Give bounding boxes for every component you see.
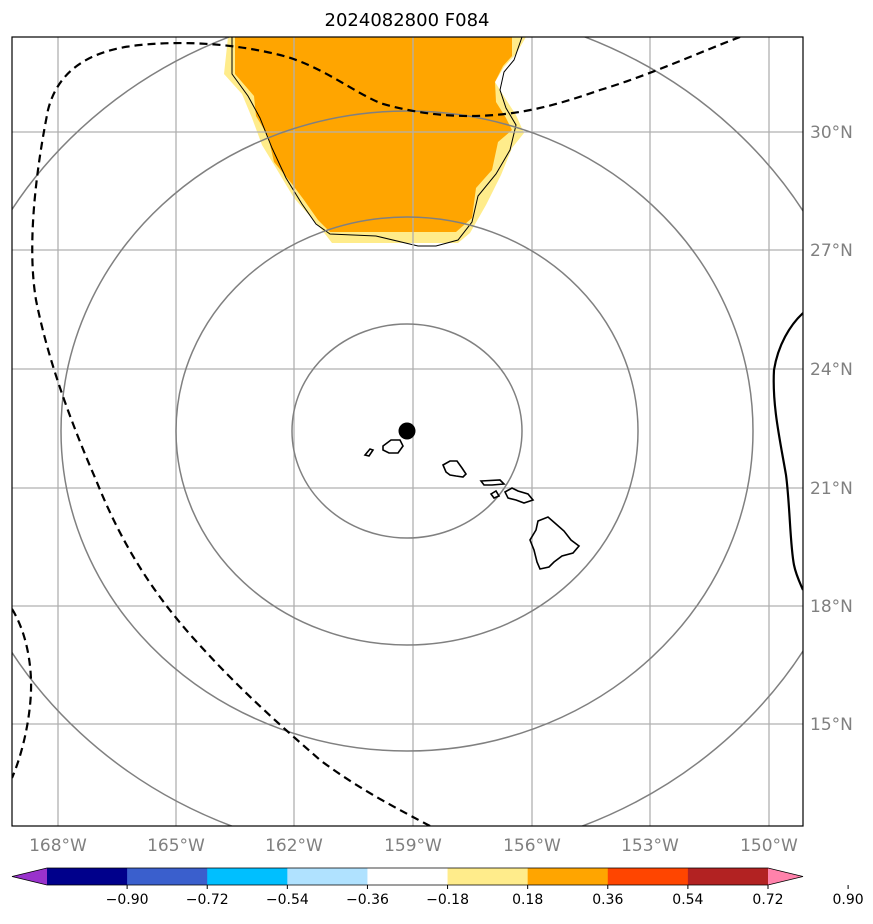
map-title: 2024082800 F084 [325,10,490,31]
lon-label: 153°W [621,836,679,856]
colorbar-tick-label: −0.18 [426,892,469,908]
island-lanai [489,489,501,499]
lon-label: 156°W [503,836,561,856]
colorbar-tick-label: −0.72 [186,892,229,908]
map-frame [11,36,804,827]
colorbar-tick-label: 0.72 [752,892,783,908]
colorbar-tick-label: 0.18 [512,892,543,908]
colorbar-outline [11,867,804,886]
lat-label: 21°N [810,479,853,499]
latitude-labels: 30°N 27°N 24°N 21°N 18°N 15°N [810,123,853,735]
colorbar-tick-label: 0.54 [672,892,703,908]
lat-label: 24°N [810,360,853,380]
colorbar: −0.90 −0.72 −0.54 −0.36 −0.18 0.18 0.36 0.54 0.7… [11,867,864,908]
lon-label: 162°W [265,836,323,856]
colorbar-tick-label: −0.36 [346,892,389,908]
colorbar-segment [687,868,769,885]
island-hawaii [529,516,581,570]
colorbar-segment [527,868,609,885]
island-kauai [382,439,404,454]
colorbar-segment [47,868,128,885]
lat-label: 18°N [810,597,853,617]
colorbar-tick-label: 0.36 [592,892,623,908]
colorbar-extend-min [12,868,47,885]
colorbar-tick-label: −0.90 [106,892,149,908]
lat-label: 15°N [810,715,853,735]
lat-label: 30°N [810,123,853,143]
colorbar-extend-max [768,868,803,885]
map-area [12,37,803,826]
colorbar-segment [447,868,529,885]
lon-label: 159°W [384,836,442,856]
lat-label: 27°N [810,241,853,261]
lon-label: 150°W [740,836,798,856]
island-molokai [479,479,506,486]
colorbar-segment [287,868,368,885]
island-maui [503,487,535,504]
island-niihau [363,448,375,457]
hawaiian-islands [363,439,581,570]
colorbar-segment [367,868,449,885]
island-oahu [441,460,468,478]
colorbar-tick-label: −0.54 [266,892,309,908]
lon-label: 168°W [29,836,87,856]
dashed-contours [12,37,741,826]
colorbar-segment [607,868,689,885]
colorbar-segment [127,868,208,885]
colorbar-segment [207,868,288,885]
colorbar-tick-label: 0.90 [833,892,864,908]
lon-label: 165°W [147,836,205,856]
range-rings [12,37,803,826]
solid-contour [772,312,803,591]
storm-center-marker [398,422,416,440]
longitude-labels: 168°W 165°W 162°W 159°W 156°W 153°W 150°… [29,836,798,856]
anomaly-fill-strong [235,37,512,232]
